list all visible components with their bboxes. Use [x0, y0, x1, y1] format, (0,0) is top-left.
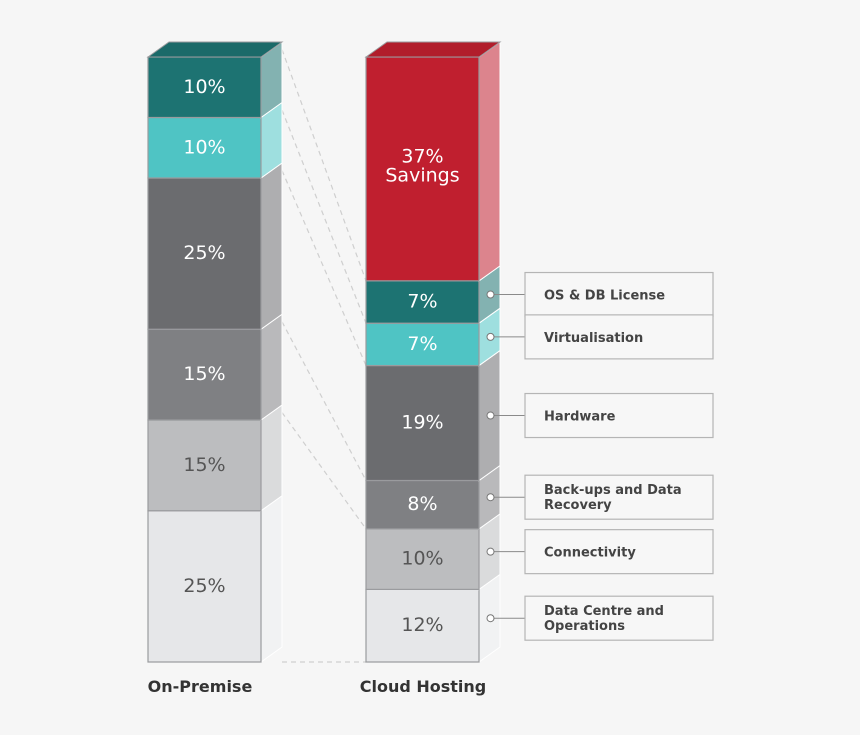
bar-segment-on-premise-os-db-license — [147, 56, 262, 119]
data-label-on-premise-hardware: 25% — [183, 242, 225, 264]
bar-top-cloud-hosting — [364, 41, 502, 58]
connector-line-2 — [281, 321, 367, 481]
bar-side-on-premise-back-ups-and-data-recovery — [260, 313, 283, 421]
savings-label-text: Savings — [385, 164, 459, 186]
legend-label-data-centre-and-operations: Data Centre and Operations — [544, 604, 664, 634]
legend-box-data-centre-and-operations — [524, 595, 714, 641]
legend-marker-virtualisation — [486, 332, 495, 341]
bar-segment-on-premise-data-centre-and-operations — [147, 510, 262, 663]
legend-marker-data-centre-and-operations — [486, 614, 495, 623]
legend-label-connectivity: Connectivity — [544, 546, 636, 561]
data-label-on-premise-data-centre-and-operations: 25% — [183, 575, 225, 597]
legend-label-os-db-license: OS & DB License — [544, 289, 665, 304]
bar-segment-cloud-hosting-hardware — [365, 364, 480, 482]
legend-marker-back-ups-and-data-recovery — [486, 493, 495, 502]
legend-marker-connectivity — [486, 547, 495, 556]
savings-label-value: 37% — [401, 145, 443, 167]
bar-segment-cloud-hosting-os-db-license — [365, 280, 480, 324]
bar-segment-on-premise-back-ups-and-data-recovery — [147, 328, 262, 421]
connector-line-1 — [281, 412, 367, 530]
legend-label-hardware: Hardware — [544, 410, 616, 425]
data-label-cloud-hosting-hardware: 19% — [401, 412, 443, 434]
legend-marker-hardware — [486, 411, 495, 420]
data-label-cloud-hosting-data-centre-and-operations: 12% — [401, 614, 443, 636]
connector-line-4 — [281, 109, 367, 324]
legend-box-connectivity — [524, 529, 714, 575]
connector-line-5 — [281, 49, 367, 282]
bar-segment-cloud-hosting-virtualisation — [365, 322, 480, 367]
connector-line-3 — [281, 170, 367, 366]
bar-side-on-premise-connectivity — [260, 404, 283, 512]
data-label-cloud-hosting-back-ups-and-data-recovery: 8% — [407, 493, 437, 515]
bar-side-on-premise-hardware — [260, 162, 283, 331]
data-label-cloud-hosting-virtualisation: 7% — [407, 333, 437, 355]
legend: OS & DB License Virtualisation Hardware Bac… — [486, 271, 714, 641]
category-label-on-premise: On-Premise — [148, 677, 253, 696]
bar-segment-cloud-hosting-data-centre-and-operations — [365, 588, 480, 663]
bar-segment-on-premise-virtualisation — [147, 116, 262, 179]
bar-segment-on-premise-hardware — [147, 177, 262, 330]
data-label-cloud-hosting-connectivity: 10% — [401, 548, 443, 570]
category-label-cloud-hosting: Cloud Hosting — [360, 677, 487, 696]
bar-top-on-premise — [146, 41, 284, 58]
bars-group: 25% 15% 15% 25% 10% 10% 12% 10% 8% 19% 7% 7% 37%Savi… — [146, 41, 502, 663]
connector-lines — [281, 49, 367, 663]
bar-side-cloud-hosting-savings — [478, 41, 501, 282]
legend-box-virtualisation — [524, 314, 714, 360]
data-label-on-premise-virtualisation: 10% — [183, 136, 225, 158]
legend-label-virtualisation: Virtualisation — [544, 331, 643, 346]
data-label-cloud-hosting-os-db-license: 7% — [407, 291, 437, 313]
bar-segment-cloud-hosting-savings — [365, 56, 480, 282]
legend-box-os-db-license — [524, 271, 714, 318]
data-label-on-premise-os-db-license: 10% — [183, 76, 225, 98]
bar-segment-cloud-hosting-connectivity — [365, 528, 480, 591]
legend-box-back-ups-and-data-recovery — [524, 474, 714, 520]
bar-segment-on-premise-connectivity — [147, 419, 262, 512]
data-label-on-premise-connectivity: 15% — [183, 454, 225, 476]
bar-side-on-premise-data-centre-and-operations — [260, 494, 283, 663]
legend-label-back-ups-and-data-recovery: Back-ups and Data Recovery — [544, 483, 682, 513]
data-label-on-premise-back-ups-and-data-recovery: 15% — [183, 363, 225, 385]
legend-marker-os-db-license — [486, 290, 495, 299]
legend-box-hardware — [524, 392, 714, 439]
